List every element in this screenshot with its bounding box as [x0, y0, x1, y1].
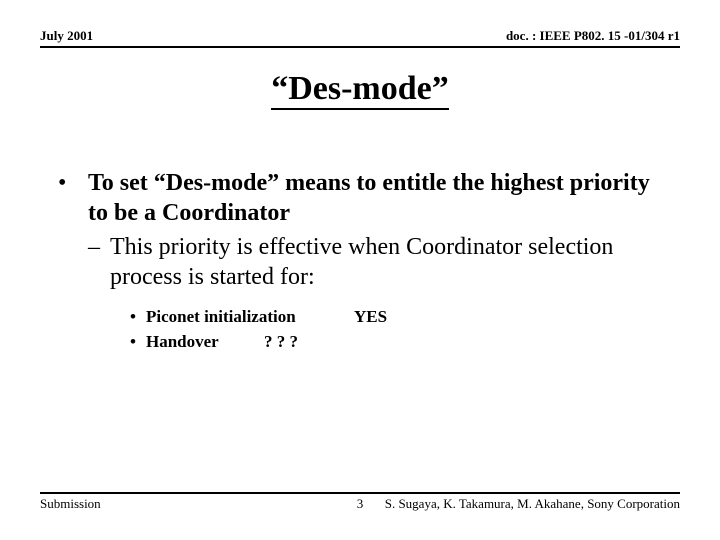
footer-right: S. Sugaya, K. Takamura, M. Akahane, Sony…	[385, 496, 680, 512]
sub-bullet-value: ? ? ?	[264, 331, 298, 352]
header-date: July 2001	[40, 28, 93, 44]
footer-left: Submission	[40, 496, 101, 512]
slide-footer: Submission 3 S. Sugaya, K. Takamura, M. …	[40, 492, 680, 512]
sub-bullet-row: • Handover ? ? ?	[130, 331, 670, 352]
dash-marker: –	[88, 232, 110, 292]
footer-page-number: 3	[357, 496, 364, 512]
bullet-level2: – This priority is effective when Coordi…	[88, 232, 670, 292]
sub-bullet-value: YES	[354, 306, 387, 327]
bullet1-bold: To set “Des-mode” means to entitle the h…	[88, 170, 650, 226]
sub-bullet-label: Piconet initialization	[146, 306, 354, 327]
bullet-text: To set “Des-mode” means to entitle the h…	[88, 168, 670, 228]
bullet2-text: This priority is effective when Coordina…	[110, 232, 670, 292]
sub-bullet-marker: •	[130, 331, 146, 352]
slide-title-text: “Des-mode”	[271, 70, 449, 110]
bullet-level1: • To set “Des-mode” means to entitle the…	[58, 168, 670, 228]
sub-bullet-label: Handover	[146, 331, 264, 352]
slide-body: • To set “Des-mode” means to entitle the…	[58, 168, 670, 357]
slide-header: July 2001 doc. : IEEE P802. 15 -01/304 r…	[40, 28, 680, 48]
slide-title: “Des-mode”	[0, 70, 720, 108]
bullet-marker: •	[58, 168, 88, 228]
sub-bullet-marker: •	[130, 306, 146, 327]
header-docref: doc. : IEEE P802. 15 -01/304 r1	[506, 28, 680, 44]
sub-bullet-row: • Piconet initialization YES	[130, 306, 670, 327]
sub-bullets: • Piconet initialization YES • Handover …	[130, 306, 670, 353]
